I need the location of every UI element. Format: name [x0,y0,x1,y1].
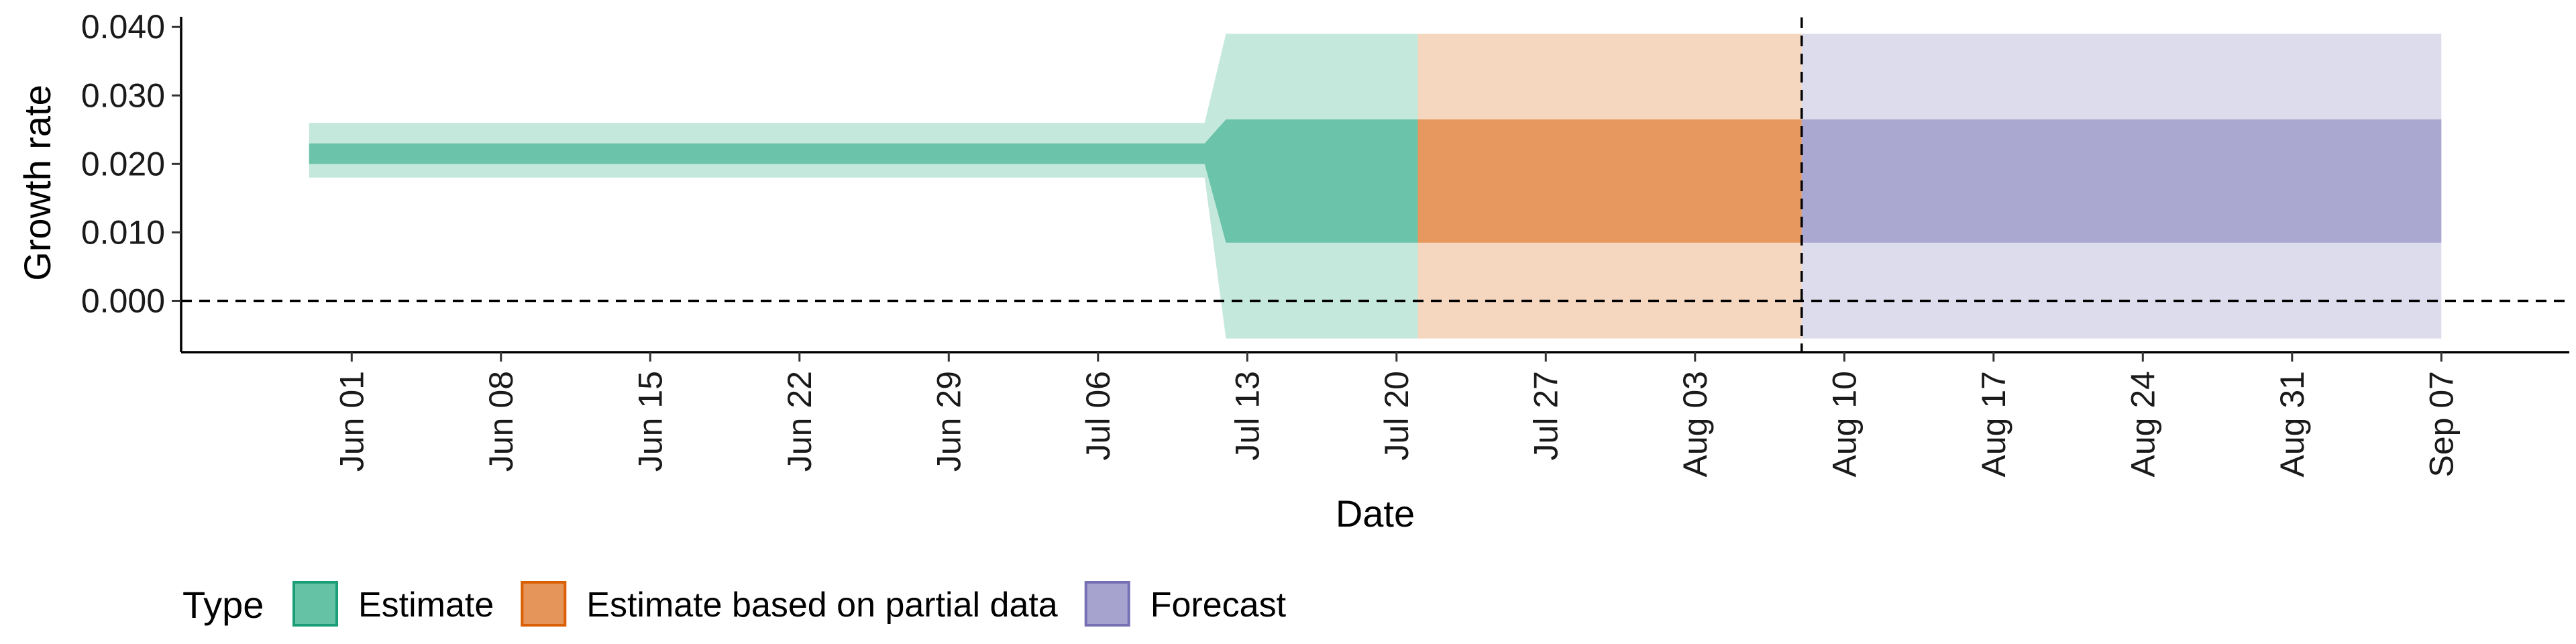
legend-key-estimate-based-on-partial-data [521,581,567,627]
x-tick-label: Aug 24 [2124,371,2161,477]
labels-layer: 0.000 0.010 0.020 0.030 0.040 Jun 01 Jun 08 Jun… [16,8,2460,535]
legend: Type Estimate Estimate based on partial da… [182,581,1287,627]
x-tick-label: Jul 06 [1079,371,1117,460]
x-tick-label: Aug 31 [2273,371,2311,477]
y-tick-label: 0.020 [81,145,165,182]
ribbon-50-estimate [309,119,1418,243]
legend-key-forecast [1084,581,1130,627]
bands-layer [309,34,2442,339]
reference-lines-layer [181,17,2569,352]
ribbon-50-forecast [1801,119,2442,243]
x-tick-label: Jun 15 [631,371,669,472]
y-tick-label: 0.030 [81,76,165,114]
x-tick-label: Jul 13 [1228,371,1266,460]
x-tick-label: Jun 08 [482,371,520,472]
legend-title: Type [182,584,264,626]
x-tick-label: Sep 07 [2422,371,2460,477]
y-tick-label: 0.000 [81,282,165,319]
x-tick-label: Aug 10 [1825,371,1863,477]
y-axis-title: Growth rate [16,85,58,281]
x-tick-label: Jun 29 [930,371,967,472]
y-tick-label: 0.040 [81,8,165,46]
ribbon-90-estimate [309,34,1418,339]
axes-layer [172,17,2569,362]
ribbon-50-estimate-based-on-partial-data [1417,119,1802,243]
legend-label-estimate-based-on-partial-data: Estimate based on partial data [586,586,1058,625]
legend-label-estimate: Estimate [358,586,494,625]
x-tick-label: Aug 17 [1975,371,2012,477]
x-axis-title: Date [1336,492,1415,535]
y-tick-label: 0.010 [81,213,165,251]
x-tick-label: Jun 22 [781,371,818,472]
x-tick-label: Jun 01 [333,371,370,472]
x-tick-label: Jul 20 [1378,371,1415,460]
x-tick-label: Jul 27 [1527,371,1564,460]
legend-key-estimate [292,581,338,627]
x-tick-label: Aug 03 [1676,371,1714,477]
legend-label-forecast: Forecast [1150,586,1287,625]
